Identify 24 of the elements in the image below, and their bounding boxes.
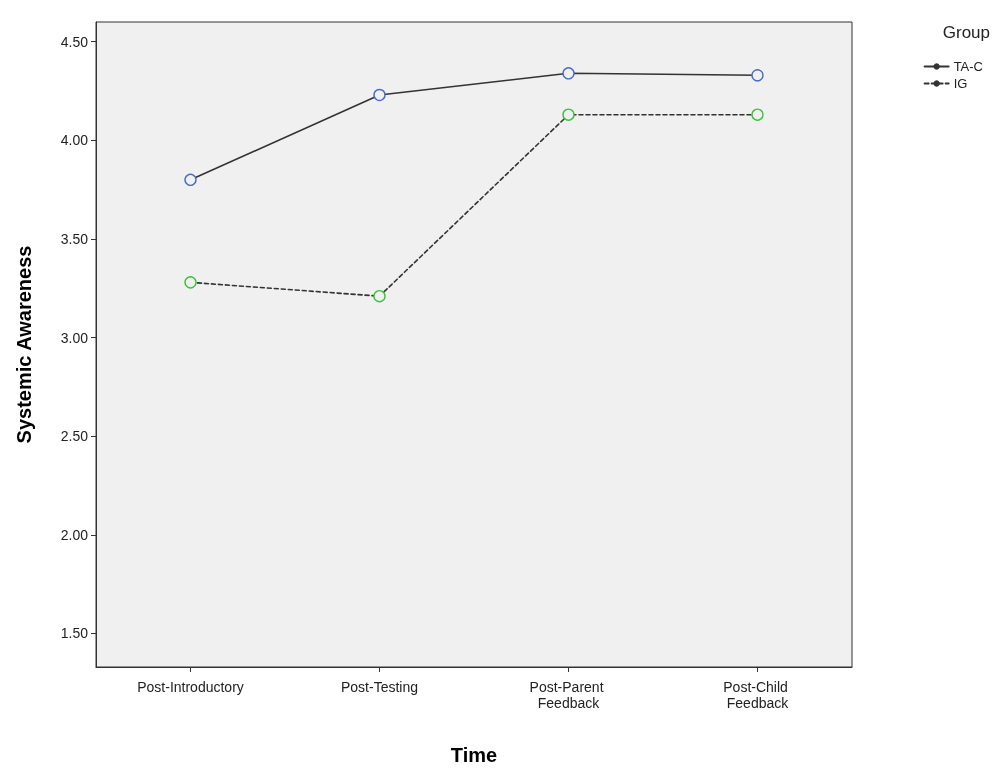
x-tick-label: Post-Testing [340, 679, 419, 695]
point [373, 289, 386, 303]
point [184, 173, 197, 186]
legend-title: Group [942, 23, 990, 42]
legend-label: IG [953, 76, 968, 91]
y-tick-label: 2.50 [60, 428, 89, 445]
y-tick-label: 2.00 [60, 526, 89, 543]
y-tick-label: 4.00 [60, 132, 89, 149]
point [751, 69, 764, 82]
x-tick-label: Post-Introductory [137, 679, 244, 695]
y-axis-title: Systemic Awareness [13, 245, 35, 444]
x-tick-label: Post-Child Feedback [723, 679, 792, 711]
y-tick-label: 1.50 [60, 625, 89, 642]
y-tick-label: 3.00 [60, 329, 89, 346]
x-tick-label: Post-Parent Feedback [529, 679, 608, 711]
point [184, 276, 197, 289]
point [751, 108, 764, 121]
point [562, 108, 575, 121]
point [562, 67, 575, 80]
y-tick-label: 4.50 [60, 33, 89, 50]
legend-label: TA-C [953, 59, 984, 74]
point [373, 88, 386, 102]
y-tick-label: 3.50 [60, 230, 89, 247]
x-axis-title: Time [450, 744, 498, 766]
